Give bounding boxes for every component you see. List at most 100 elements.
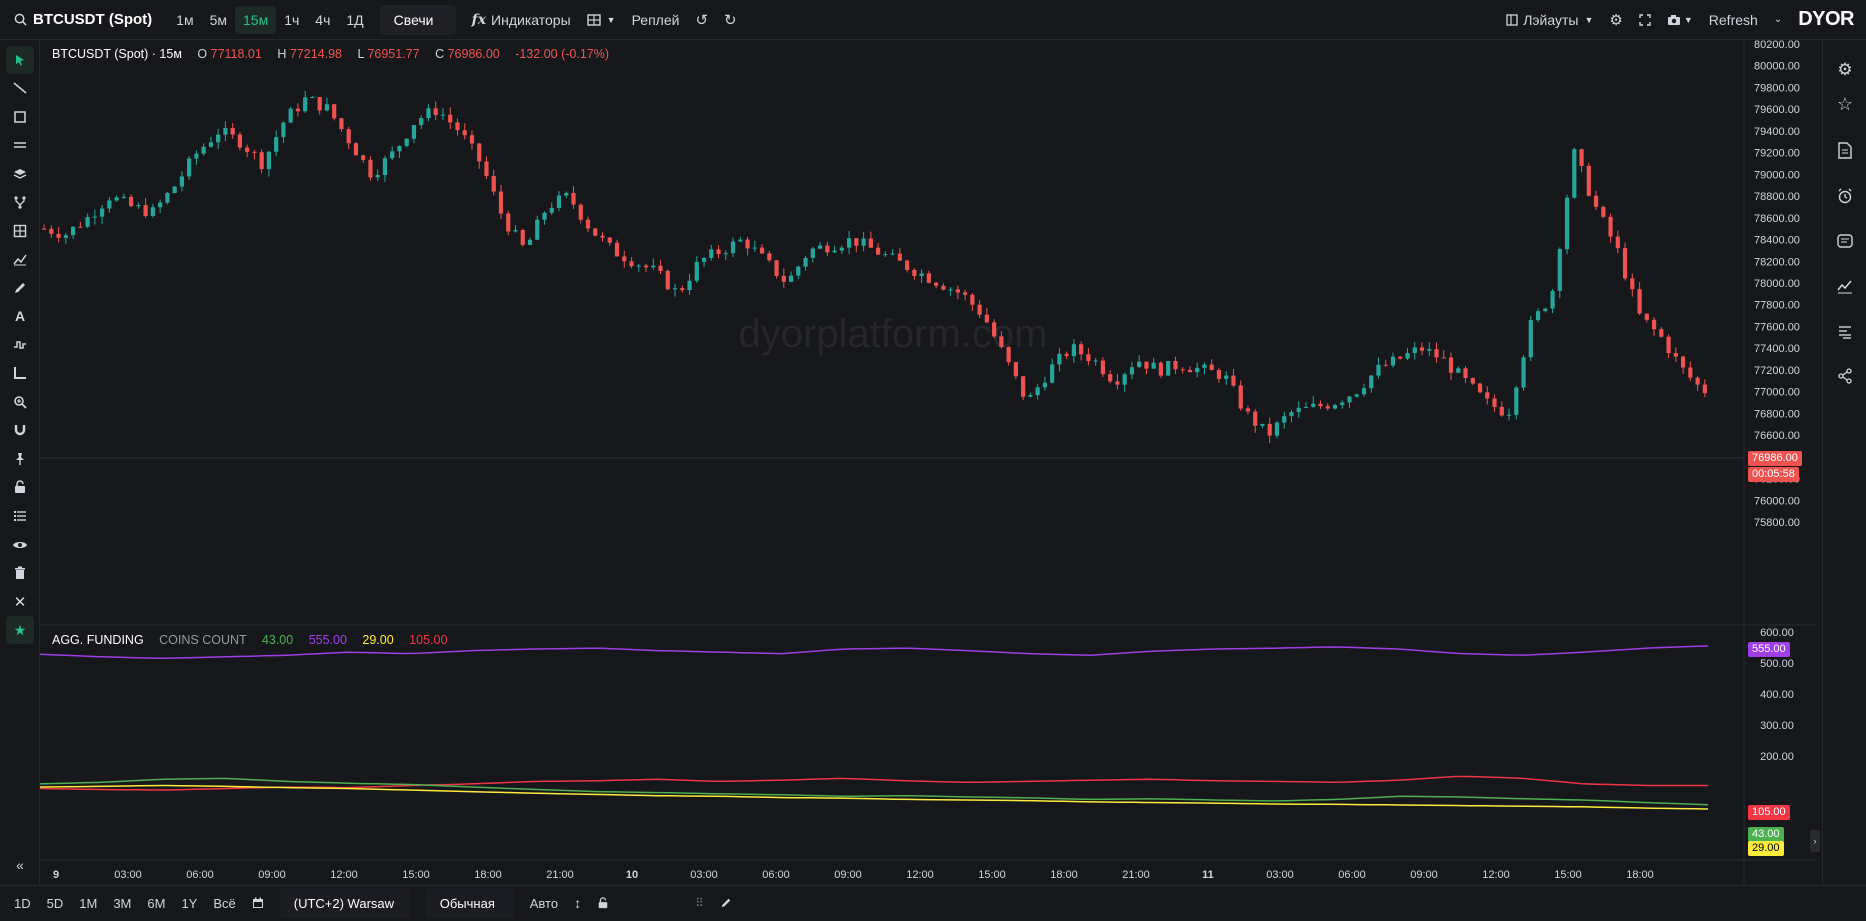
interval-15m[interactable]: 15м [235, 5, 277, 34]
camera-icon [1667, 14, 1680, 25]
range-5d[interactable]: 5D [46, 895, 64, 911]
interval-1m[interactable]: 1м [176, 11, 194, 28]
remove-tool[interactable]: ✕ [6, 588, 34, 616]
scale-arrows-button[interactable]: ↕ [566, 886, 589, 921]
news-button[interactable] [1833, 229, 1857, 253]
price-tick-label: 77800.00 [1754, 300, 1800, 312]
candle-body [535, 219, 540, 240]
range-1d[interactable]: 1D [14, 895, 31, 911]
time-tick-label: 18:00 [1050, 869, 1078, 881]
scale-mode-selector[interactable]: Обычная [418, 886, 522, 921]
double-chevron-left-icon: « [16, 857, 24, 873]
pattern-tool[interactable] [6, 331, 34, 359]
indicators-button[interactable]: fx Индикаторы [464, 0, 579, 40]
fork-tool[interactable] [6, 188, 34, 216]
range-1y[interactable]: 1Y [181, 895, 198, 911]
data-window-button[interactable] [1833, 320, 1857, 344]
horizontal-lines-tool[interactable] [6, 131, 34, 159]
notes-button[interactable] [1833, 138, 1857, 162]
pin-tool[interactable] [6, 445, 34, 473]
candle-body [1079, 344, 1084, 355]
drag-handle[interactable]: ⠿ [687, 886, 712, 921]
interval-4h[interactable]: 4ч [315, 11, 331, 28]
candle-body [411, 125, 417, 139]
visibility-tool[interactable] [6, 531, 34, 559]
watchlist-button[interactable]: ☆ [1833, 92, 1857, 116]
price-tick-label: 78400.00 [1754, 235, 1800, 247]
range-all[interactable]: Всё [213, 895, 236, 911]
market-data-button[interactable] [1833, 274, 1857, 298]
zoom-tool[interactable] [6, 388, 34, 416]
candle-body [520, 230, 525, 245]
delete-tool[interactable] [6, 559, 34, 587]
alarm-icon [1838, 188, 1852, 204]
cursor-tool[interactable] [6, 46, 34, 74]
star-icon: ★ [13, 621, 27, 638]
layers-tool[interactable] [6, 160, 34, 188]
scroll-right-button[interactable]: › [1810, 830, 1820, 852]
candle-body [1659, 329, 1664, 337]
screenshot-button[interactable]: ▼ [1659, 0, 1701, 40]
candle-body [1006, 347, 1011, 363]
layouts-button[interactable]: Лэйауты ▼ [1498, 0, 1601, 40]
auto-scale-button[interactable]: Авто [529, 895, 559, 911]
layout-grid-button[interactable]: ▼ [579, 0, 624, 40]
search-icon [14, 13, 27, 26]
settings-button[interactable]: ⚙ [1601, 0, 1630, 40]
fullscreen-button[interactable] [1631, 0, 1659, 40]
table-tool[interactable] [6, 217, 34, 245]
share-button[interactable] [1833, 364, 1857, 388]
alerts-button[interactable] [1833, 184, 1857, 208]
chart-style-selector[interactable]: Свечи [372, 0, 464, 40]
candle-body [564, 192, 569, 196]
price-axis[interactable]: 80200.00 80000.00 79800.00 79600.00 79400.00… [1754, 40, 1800, 529]
timezone-label: (UTC+2) Warsaw [279, 888, 410, 918]
refresh-dropdown[interactable]: ⌄ [1766, 0, 1790, 40]
collapse-toolbar-button[interactable]: « [6, 851, 34, 879]
candle-body [1108, 374, 1113, 382]
settings-panel-button[interactable]: ⚙ [1833, 58, 1857, 82]
replay-button[interactable]: Реплей [631, 11, 680, 28]
interval-5m[interactable]: 5м [209, 11, 227, 28]
ruler-tool[interactable] [6, 274, 34, 302]
candle-body [295, 108, 301, 112]
timezone-selector[interactable]: (UTC+2) Warsaw [272, 886, 418, 921]
measure-tool[interactable] [6, 359, 34, 387]
range-1m[interactable]: 1M [79, 895, 98, 911]
chart-canvas[interactable]: dyorplatform.com 80200.0080000.0079800.0… [40, 40, 1816, 885]
range-6m[interactable]: 6M [147, 895, 166, 911]
undo-button[interactable]: ↺ [687, 0, 716, 40]
lines-icon [14, 142, 26, 148]
candle-body [1325, 406, 1330, 409]
lock-tool[interactable] [6, 473, 34, 501]
text-tool[interactable]: A [6, 302, 34, 330]
interval-1h[interactable]: 1ч [284, 11, 300, 28]
magnet-tool[interactable] [6, 416, 34, 444]
redo-button[interactable]: ↻ [716, 0, 745, 40]
chart-area[interactable]: dyorplatform.com 80200.00 80000.00 79800.0… [40, 40, 1820, 885]
line-icon [13, 82, 27, 94]
indicator-axis[interactable]: 600.00 500.00 400.00 300.00 200.00 [1760, 627, 1794, 763]
object-tree-tool[interactable] [6, 502, 34, 530]
candle-body [651, 265, 656, 268]
range-3m[interactable]: 3M [113, 895, 132, 911]
candle-body [1593, 195, 1599, 207]
indicator-tick-label: 200.00 [1760, 751, 1794, 763]
symbol-search[interactable]: BTCUSDT (Spot) [0, 0, 160, 40]
candle-body [346, 129, 351, 144]
chevron-down-icon: ⌄ [1773, 14, 1783, 25]
edit-button[interactable] [712, 886, 740, 921]
go-to-date-button[interactable] [244, 886, 272, 921]
rectangle-tool[interactable] [6, 103, 34, 131]
candle-body [1347, 396, 1352, 403]
forecast-tool[interactable] [6, 245, 34, 273]
interval-1d[interactable]: 1Д [346, 11, 364, 28]
lock-scale-button[interactable] [589, 886, 617, 921]
refresh-button[interactable]: Refresh [1708, 11, 1758, 28]
price-tick-label: 79800.00 [1754, 82, 1800, 94]
time-axis[interactable]: 9 03:00 06:00 09:00 12:00 15:00 18:00 21:00 10 03… [53, 869, 1654, 881]
favorites-tool[interactable]: ★ [6, 616, 34, 644]
trend-line-tool[interactable] [6, 74, 34, 102]
candle-body [114, 197, 119, 201]
pin-icon [16, 453, 24, 465]
